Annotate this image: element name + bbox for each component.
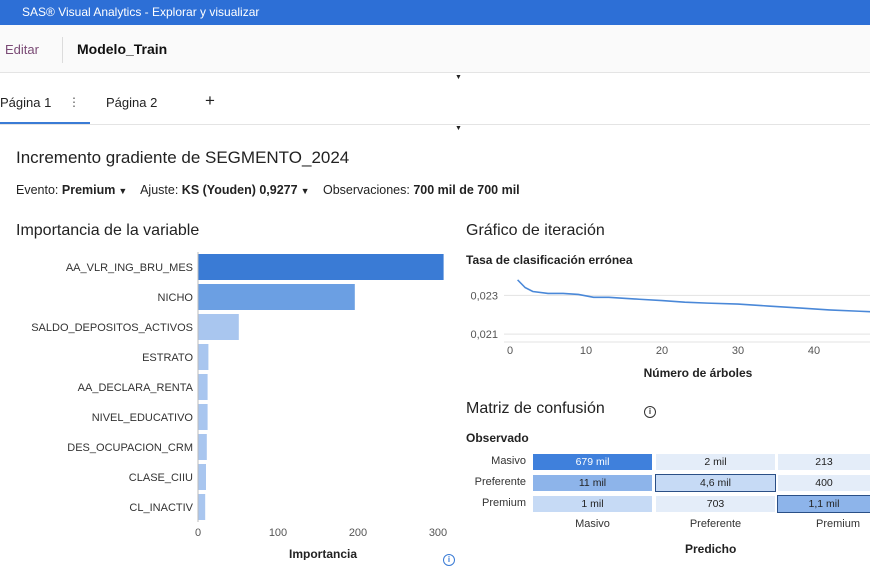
importance-category-label: SALDO_DEPOSITOS_ACTIVOS [31,322,193,334]
iteration-axis-label: Número de árboles [644,366,753,380]
confusion-col-label: Premium [815,518,860,530]
info-icon[interactable]: i [443,554,455,566]
confusion-cell[interactable]: 213 [778,454,870,470]
iteration-series-line[interactable] [517,279,870,313]
importance-bar[interactable] [198,434,207,460]
collapse-menu-icon[interactable]: ▼ [455,74,462,81]
model-parameters: Evento: Premium ▼ Ajuste: KS (Youden) 0,9… [16,183,520,197]
confusion-cell[interactable]: 679 mil [533,454,652,470]
importance-tick-label: 300 [429,527,447,539]
menu-divider [62,37,63,63]
confusion-row-label: Premium [481,497,526,509]
confusion-row-label: Masivo [491,455,526,467]
fit-value[interactable]: KS (Youden) 0,9277 [181,183,298,197]
iteration-subtitle: Tasa de clasificación errónea [466,253,633,267]
confusion-cell[interactable]: 703 [656,496,775,512]
importance-chart: AA_VLR_ING_BRU_MES NICHO SALDO_DEPOSITOS_A… [31,252,447,560]
iteration-xtick-label: 0 [507,345,513,357]
importance-category-label: AA_VLR_ING_BRU_MES [66,262,193,274]
app-title-bar: SAS® Visual Analytics - Explorar y visua… [0,0,870,25]
iteration-xtick-label: 20 [656,345,668,357]
confusion-row-label: Preferente [474,476,526,488]
iteration-xtick-label: 10 [580,345,592,357]
report-title: Incremento gradiente de SEGMENTO_2024 [16,148,350,167]
tab-page-2[interactable]: Página 2 [106,95,158,110]
importance-axis-label: Importancia [289,547,357,560]
importance-bar[interactable] [198,284,355,310]
iteration-title: Gráfico de iteración [466,222,605,239]
confusion-col-label: Preferente [689,518,742,530]
importance-bar[interactable] [198,404,208,430]
importance-category-label: NIVEL_EDUCATIVO [92,412,194,424]
importance-title: Importancia de la variable [16,222,200,239]
iteration-xtick-label: 30 [732,345,744,357]
app-title: SAS® Visual Analytics - Explorar y visua… [22,5,260,19]
importance-bar[interactable] [198,344,209,370]
iteration-xtick-label: 40 [808,345,820,357]
add-page-button[interactable]: + [205,91,215,110]
importance-category-label: CLASE_CIIU [129,472,193,484]
confusion-cell[interactable]: 4,6 mil [655,474,776,492]
importance-tick-label: 100 [269,527,287,539]
event-dropdown-icon[interactable]: ▼ [118,186,128,196]
event-value[interactable]: Premium [61,183,116,197]
confusion-title: Matriz de confusión [466,400,605,417]
importance-bar[interactable] [198,374,208,400]
edit-button[interactable]: Editar [5,42,39,57]
fit-label: Ajuste: [140,183,179,197]
confusion-cell[interactable]: 2 mil [656,454,775,470]
collapse-tabs-icon[interactable]: ▼ [455,125,462,132]
observed-label: Observado [466,431,529,445]
importance-bar[interactable] [198,254,444,280]
confusion-col-label: Masivo [575,518,610,530]
confusion-cell[interactable]: 11 mil [533,475,652,491]
active-tab-indicator [0,122,90,124]
iteration-chart: 0,021 0,023 0 10 20 30 40 Número de árboles [470,279,870,380]
info-icon[interactable]: i [644,406,656,418]
importance-category-label: CL_INACTIV [129,502,193,514]
importance-category-label: NICHO [158,292,194,304]
predicted-label: Predicho [685,542,737,556]
iteration-ytick-label: 0,023 [470,290,498,302]
importance-tick-label: 200 [349,527,367,539]
confusion-cell[interactable]: 400 [778,475,870,491]
fit-dropdown-icon[interactable]: ▼ [300,186,310,196]
tab-page-1[interactable]: Página 1 [0,95,52,110]
importance-bar[interactable] [198,464,206,490]
report-name: Modelo_Train [77,41,168,57]
importance-bar[interactable] [198,314,239,340]
importance-tick-label: 0 [195,527,201,539]
confusion-cell[interactable]: 1,1 mil [777,495,870,513]
observations-label: Observaciones: [322,183,410,197]
event-label: Evento: [16,183,59,197]
iteration-ytick-label: 0,021 [470,329,498,341]
confusion-cell[interactable]: 1 mil [533,496,652,512]
menu-bar: Editar Modelo_Train [0,25,870,73]
importance-category-label: ESTRATO [142,352,193,364]
page-tab-bar: Página 1 ⋮ Página 2 + [0,81,870,125]
observations-value: 700 mil de 700 mil [413,183,520,197]
tab-options-icon[interactable]: ⋮ [68,95,80,109]
importance-category-label: AA_DECLARA_RENTA [78,382,194,394]
importance-category-label: DES_OCUPACION_CRM [67,442,193,454]
importance-bar[interactable] [198,494,206,520]
